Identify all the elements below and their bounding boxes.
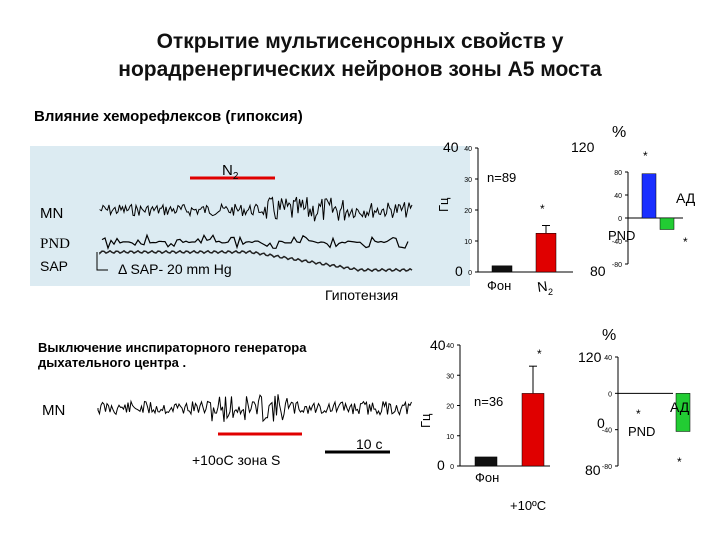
- chart2-label-pnd: PND: [608, 228, 635, 243]
- chart1-bar: [535, 233, 557, 273]
- chart1-big-tick-top: 40: [443, 139, 459, 155]
- chart2-bar: [641, 173, 657, 219]
- chart2-star: *: [643, 149, 648, 163]
- chart3-star: *: [537, 347, 542, 361]
- mn-trace-top: [99, 196, 413, 222]
- chart4-star: *: [677, 455, 682, 469]
- chart2-big-tick-top: 120: [571, 139, 595, 155]
- chart3-category-label: +10ºC: [510, 498, 546, 513]
- chart1-category-sub: 2: [548, 287, 553, 297]
- chart4-label-pnd: PND: [628, 424, 655, 439]
- mn-label-top: MN: [40, 205, 64, 222]
- chart3-tick-label: 20: [446, 404, 454, 411]
- chart4-big-tick-mid: 0: [597, 415, 605, 431]
- hypotension-label: Гипотензия: [325, 287, 399, 303]
- chart1-tick-label: 30: [464, 177, 472, 184]
- chart4-unit: %: [602, 327, 616, 344]
- chart3-tick-label: 10: [446, 434, 454, 441]
- sap-change-label: Δ SAP- 20 mm Hg: [118, 261, 232, 277]
- chart4-big-tick-top: 120: [578, 349, 602, 365]
- slide-title: Открытие мультисенсорных свойств у норад…: [0, 28, 720, 84]
- chart3-bar: [474, 456, 498, 467]
- slide-title-line1: Открытие мультисенсорных свойств у: [156, 30, 564, 53]
- chart4-star: *: [636, 407, 641, 421]
- sap-scale-bracket: [96, 252, 108, 271]
- chart3-annotation: n=36: [474, 394, 503, 409]
- time-scale-label: 10 с: [356, 436, 383, 452]
- sap-trace: [99, 249, 413, 273]
- chart4-tick-label: 0: [608, 391, 612, 398]
- section-title-chemoreflex: Влияние хеморефлексов (гипоксия): [34, 108, 303, 125]
- chart1-category-label: Фон: [487, 278, 511, 293]
- top-recording-panel: [30, 146, 470, 286]
- chart4-big-tick-bottom: 80: [585, 462, 601, 478]
- mn-label-bottom: MN: [42, 402, 66, 419]
- chart1-tick-label: 40: [464, 146, 472, 153]
- chart1-category-label: N: [536, 278, 548, 295]
- chart1-tick-label: 10: [464, 239, 472, 246]
- chart4-tick-label: -80: [602, 464, 612, 471]
- chart1-big-tick-bottom: 0: [455, 263, 463, 279]
- chart4-label-ad: АД: [670, 399, 690, 415]
- chart4-bar: [675, 393, 691, 432]
- temperature-stim-label: +10oC зона S: [192, 452, 281, 468]
- chart3-ylabel: Гц: [418, 413, 433, 428]
- pnd-trace: [101, 233, 409, 250]
- chart1-tick-label: 20: [464, 208, 472, 215]
- chart2-label-ad: АД: [676, 190, 696, 206]
- chart2-tick-label: 40: [614, 193, 622, 200]
- chart1-bar: [491, 265, 513, 273]
- chart3-big-tick-bottom: 0: [437, 457, 445, 473]
- slide-title-line2: норадренергических нейронов зоны А5 мост…: [118, 58, 602, 81]
- chart4-tick-label: -40: [602, 428, 612, 435]
- section-title-inspiratory: Выключение инспираторного генератора дых…: [38, 340, 307, 370]
- mn-trace-bottom: [97, 394, 412, 423]
- sap-label: SAP: [40, 258, 69, 274]
- chart4-tick-label: 40: [604, 355, 612, 362]
- chart2-tick-label: -40: [612, 239, 622, 246]
- chart1-ylabel: Гц: [436, 197, 451, 212]
- chart1-tick-label: 0: [468, 270, 472, 277]
- chart2-tick-label: 0: [618, 216, 622, 223]
- chart2-star: *: [683, 235, 688, 249]
- chart2-unit: %: [612, 124, 626, 141]
- chart3-tick-label: 30: [446, 373, 454, 380]
- n2-label: N2: [222, 162, 239, 182]
- chart2-big-tick-bottom: 80: [590, 263, 606, 279]
- chart3-tick-label: 0: [450, 464, 454, 471]
- chart3-tick-label: 40: [446, 343, 454, 350]
- chart2-bar: [659, 217, 675, 230]
- chart1-star: *: [540, 202, 545, 216]
- chart2-tick-label: -80: [612, 262, 622, 269]
- chart2-tick-label: 80: [614, 170, 622, 177]
- chart3-big-tick-top: 40: [430, 337, 446, 353]
- chart1-annotation: n=89: [487, 170, 516, 185]
- chart3-category-label: Фон: [475, 470, 499, 485]
- chart3-bar: [521, 393, 545, 467]
- pnd-label: PND: [40, 236, 71, 252]
